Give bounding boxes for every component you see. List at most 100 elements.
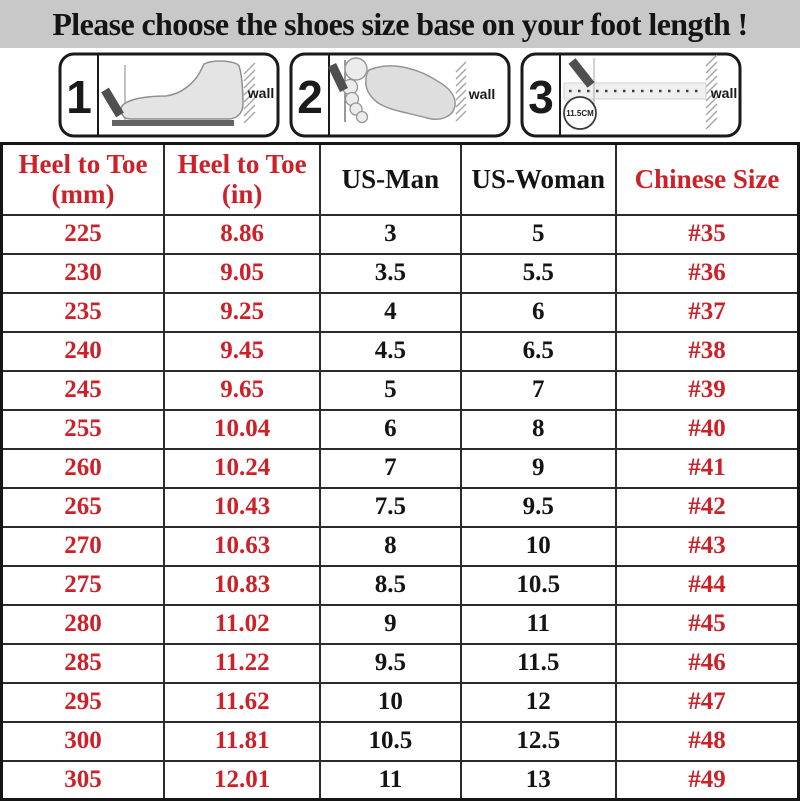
table-cell: 6 [459,291,617,333]
size-table-section: Heel to Toe (mm) Heel to Toe (in) US-Man… [0,142,800,801]
toe [355,110,369,124]
table-row: 300 11.81 10.5 12.5 #48 [0,720,800,762]
table-cell: 9 [319,603,462,645]
table-cell: #41 [614,447,800,489]
table-cell: 11.5 [459,642,617,684]
table-row: 265 10.43 7.5 9.5 #42 [0,486,800,528]
table-row: 235 9.25 4 6 #37 [0,291,800,333]
wall-label: wall [710,85,737,101]
step-number: 1 [66,71,92,123]
table-cell: 7 [459,369,617,411]
table-cell: 10.43 [163,486,322,528]
table-cell: #39 [614,369,800,411]
measure-step-1-diagram: 1 wall [58,52,280,138]
table-cell: 13 [459,759,617,801]
table-cell: 11.81 [163,720,322,762]
foot-side-icon [120,60,244,120]
title-bar: Please choose the shoes size base on you… [0,0,800,48]
table-row: 260 10.24 7 9 #41 [0,447,800,489]
wall-hatch [705,54,718,130]
table-cell: 10.04 [163,408,322,450]
col-header-us-woman: US-Woman [459,142,617,216]
table-cell: #47 [614,681,800,723]
table-cell: 9.65 [163,369,322,411]
table-cell: 9.05 [163,252,322,294]
table-cell: #45 [614,603,800,645]
table-cell: 5.5 [459,252,617,294]
ruler-band [563,82,707,100]
wall-label: wall [247,85,274,101]
table-cell: 11.62 [163,681,322,723]
table-cell: #42 [614,486,800,528]
page-title: Please choose the shoes size base on you… [52,5,748,42]
table-row: 295 11.62 10 12 #47 [0,681,800,723]
col-header-heel-to-toe-in: Heel to Toe (in) [163,142,322,216]
table-cell: 9.45 [163,330,322,372]
footprint-icon [365,65,456,120]
table-cell: 5 [459,213,617,255]
table-row: 225 8.86 3 5 #35 [0,213,800,255]
table-cell: #46 [614,642,800,684]
table-cell: 4 [319,291,462,333]
table-cell: 235 [0,291,166,333]
table-row: 270 10.63 8 10 #43 [0,525,800,567]
step-number: 3 [528,71,554,123]
table-cell: 3.5 [319,252,462,294]
table-cell: 295 [0,681,166,723]
table-cell: #35 [614,213,800,255]
table-cell: #49 [614,759,800,801]
wall-hatch [243,62,256,124]
measure-circle [563,96,597,130]
table-cell: 10.24 [163,447,322,489]
table-cell: 8.5 [319,564,462,606]
wall-label: wall [468,86,495,102]
table-cell: 6 [319,408,462,450]
table-row: 305 12.01 11 13 #49 [0,759,800,801]
floor-bar [112,120,234,126]
table-cell: 275 [0,564,166,606]
col-header-heel-to-toe-mm: Heel to Toe (mm) [0,142,166,216]
table-cell: 4.5 [319,330,462,372]
table-cell: 10.5 [459,564,617,606]
table-cell: 5 [319,369,462,411]
table-cell: 245 [0,369,166,411]
table-cell: #36 [614,252,800,294]
table-header-row: Heel to Toe (mm) Heel to Toe (in) US-Man… [0,142,800,216]
measure-step-2-diagram: 2 wall [289,52,511,138]
table-cell: #38 [614,330,800,372]
table-row: 280 11.02 9 11 #45 [0,603,800,645]
table-cell: 9.5 [319,642,462,684]
table-cell: 8.86 [163,213,322,255]
col-header-us-man: US-Man [319,142,462,216]
table-cell: 285 [0,642,166,684]
table-cell: 260 [0,447,166,489]
table-cell: 11 [319,759,462,801]
table-cell: 10.5 [319,720,462,762]
table-cell: 240 [0,330,166,372]
table-cell: 7 [319,447,462,489]
measure-step-3-diagram: 3 11.5CM wall [520,52,742,138]
table-cell: 270 [0,525,166,567]
big-toe [344,57,368,81]
col-header-chinese-size: Chinese Size [614,142,800,216]
table-cell: 10.83 [163,564,322,606]
table-cell: 10 [319,681,462,723]
table-cell: 12.01 [163,759,322,801]
table-cell: 8 [319,525,462,567]
table-cell: 11.02 [163,603,322,645]
table-row: 230 9.05 3.5 5.5 #36 [0,252,800,294]
table-cell: 7.5 [319,486,462,528]
table-cell: 6.5 [459,330,617,372]
measuring-instructions: 1 wall 2 wall 3 11.5CM wall [0,48,800,142]
measure-value-label: 11.5CM [566,109,594,118]
table-cell: 9.5 [459,486,617,528]
table-cell: 305 [0,759,166,801]
table-row: 240 9.45 4.5 6.5 #38 [0,330,800,372]
table-cell: 230 [0,252,166,294]
pencil-icon [568,58,595,88]
step-number: 2 [297,71,323,123]
table-cell: 255 [0,408,166,450]
pencil-icon [101,87,124,118]
table-cell: 10 [459,525,617,567]
table-cell: #37 [614,291,800,333]
